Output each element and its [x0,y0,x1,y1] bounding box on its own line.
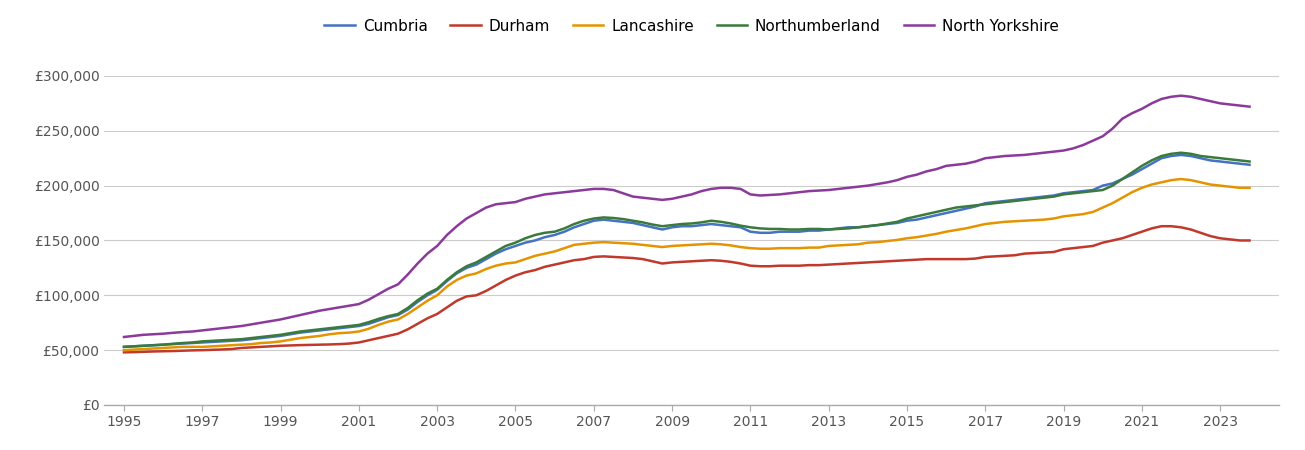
Legend: Cumbria, Durham, Lancashire, Northumberland, North Yorkshire: Cumbria, Durham, Lancashire, Northumberl… [318,13,1065,40]
Lancashire [1056,214,1071,219]
Northumberland [1056,192,1071,197]
North Yorkshire [1026,151,1041,157]
Durham [1026,250,1041,256]
Lancashire [1241,185,1257,190]
Northumberland [116,344,132,350]
Line: Lancashire: Lancashire [124,179,1249,350]
Line: Northumberland: Northumberland [124,153,1249,347]
Northumberland [1154,153,1169,159]
Cumbria [1173,152,1189,158]
Northumberland [497,243,513,249]
Cumbria [1154,156,1169,161]
North Yorkshire [1173,93,1189,99]
Lancashire [1154,180,1169,185]
Cumbria [1056,191,1071,196]
North Yorkshire [869,181,885,187]
North Yorkshire [497,201,513,206]
Durham [1154,224,1169,229]
Lancashire [801,245,817,250]
Northumberland [1173,150,1189,155]
North Yorkshire [116,334,132,340]
Durham [801,262,817,268]
Cumbria [497,247,513,252]
Cumbria [869,222,885,228]
Line: North Yorkshire: North Yorkshire [124,96,1249,337]
North Yorkshire [1241,104,1257,109]
Northumberland [1026,196,1041,202]
Durham [497,277,513,283]
Lancashire [497,261,513,266]
Durham [116,350,132,355]
Lancashire [116,347,132,353]
Durham [1241,238,1257,243]
Cumbria [116,344,132,350]
Durham [869,259,885,265]
North Yorkshire [801,189,817,194]
Durham [1056,247,1071,252]
North Yorkshire [1154,96,1169,102]
Northumberland [1241,159,1257,164]
Durham [1163,224,1178,229]
Northumberland [801,226,817,232]
Lancashire [1026,217,1041,223]
Cumbria [1241,162,1257,167]
Line: Durham: Durham [124,226,1249,352]
Lancashire [869,239,885,245]
Lancashire [1173,176,1189,182]
North Yorkshire [1056,148,1071,153]
Cumbria [801,228,817,233]
Northumberland [869,222,885,228]
Line: Cumbria: Cumbria [124,155,1249,347]
Cumbria [1026,195,1041,200]
